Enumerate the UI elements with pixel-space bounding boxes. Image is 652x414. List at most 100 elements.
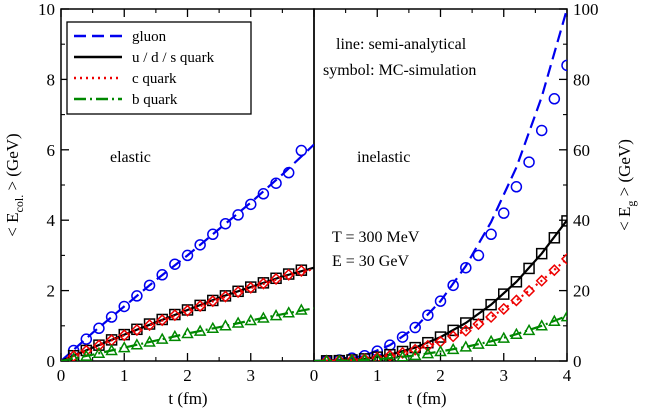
- right-c-quark-point: [447, 330, 460, 343]
- left-gluon-line: [61, 143, 314, 361]
- right-gluon-point: [535, 124, 548, 137]
- left-b-quark-point: [155, 332, 169, 344]
- left-gluon-point: [80, 333, 93, 345]
- right-plot-area: [314, 9, 567, 361]
- energy-label: E = 30 GeV: [332, 253, 409, 270]
- right-x-tick-label: 4: [563, 366, 572, 385]
- right-b-quark-point: [548, 314, 561, 326]
- left-gluon-point: [156, 269, 168, 281]
- left-b-quark-point: [92, 346, 106, 359]
- left-c-quark-point: [67, 350, 80, 361]
- legend-b-quark-label: b quark: [132, 92, 178, 108]
- right-u-d-s-quark-point: [498, 288, 510, 300]
- right-y-tick-label: 0: [573, 352, 582, 371]
- left-c-quark-point: [156, 314, 169, 327]
- right-c-quark-point: [358, 353, 371, 361]
- right-b-quark-point: [408, 348, 422, 361]
- left-gluon-point: [245, 198, 257, 211]
- right-b-quark-point: [522, 323, 536, 336]
- left-x-tick-label: 3: [247, 366, 256, 385]
- left-c-quark-point: [232, 285, 245, 299]
- left-y-tick-label: 8: [47, 70, 56, 89]
- left-y-tick-label: 4: [47, 211, 56, 230]
- right-x-tick-label: 1: [373, 366, 382, 385]
- right-u-d-s-quark-point: [523, 262, 535, 275]
- method-line-label: line: semi-analytical: [336, 36, 467, 53]
- right-b-quark-point: [446, 342, 460, 355]
- right-u-d-s-quark-point: [548, 232, 561, 244]
- right-b-quark-line: [314, 314, 567, 361]
- left-b-quark-point: [193, 324, 207, 336]
- right-u-d-s-quark-point: [434, 331, 447, 343]
- legend-u-d-s-quark-label: u / d / s quark: [132, 50, 215, 66]
- right-b-quark-point: [348, 353, 356, 361]
- left-gluon-point: [118, 300, 130, 313]
- left-c-quark-point: [295, 264, 308, 277]
- right-x-tick-label: 0: [310, 366, 319, 385]
- left-gluon-point: [282, 166, 295, 179]
- left-c-quark-point: [194, 300, 207, 313]
- right-b-quark-point: [434, 344, 447, 357]
- left-b-quark-point: [269, 309, 283, 321]
- right-gluon-point: [409, 321, 421, 334]
- right-gluon-point: [460, 261, 472, 274]
- right-b-quark-point: [335, 354, 344, 361]
- right-c-quark-point: [320, 354, 333, 361]
- right-gluon-point: [561, 59, 567, 72]
- left-gluon-point: [181, 249, 194, 262]
- right-b-quark-point: [472, 337, 485, 349]
- left-x-tick-label: 1: [120, 366, 129, 385]
- left-y-tick-label: 10: [38, 0, 55, 19]
- right-u-d-s-quark-point: [447, 324, 459, 337]
- right-b-quark-point: [360, 353, 369, 361]
- legend: gluon u / d / s quark c quark b quark: [66, 21, 252, 115]
- right-b-quark-point: [484, 334, 498, 347]
- left-gluon-point: [194, 239, 206, 251]
- left-x-tick-label: 2: [183, 366, 192, 385]
- left-b-quark-point: [219, 319, 232, 331]
- left-y-axis-title: < Ecol. > (GeV): [3, 133, 26, 236]
- left-c-quark-point: [219, 290, 232, 303]
- left-c-quark-point: [244, 281, 257, 294]
- left-b-quark-point: [231, 316, 245, 328]
- right-gluon-point: [548, 93, 561, 105]
- left-c-quark-point: [118, 329, 131, 342]
- left-x-axis-title: t (fm): [168, 389, 207, 408]
- right-u-d-s-quark-point: [510, 276, 523, 288]
- right-gluon-point: [396, 331, 409, 343]
- left-gluon-point: [93, 322, 105, 335]
- left-c-quark-point: [181, 304, 194, 317]
- left-b-quark-point: [130, 338, 144, 350]
- left-gluon-point: [295, 144, 308, 157]
- right-c-quark-point: [560, 252, 567, 265]
- right-u-d-s-quark-point: [460, 317, 472, 329]
- right-b-quark-point: [322, 354, 331, 361]
- left-c-quark-point: [257, 277, 270, 290]
- right-gluon-point: [434, 295, 447, 307]
- right-y-axis-title: < Eg > (GeV): [615, 139, 638, 231]
- right-u-d-s-quark-point: [409, 341, 421, 354]
- right-c-quark-point: [409, 343, 422, 356]
- right-b-quark-point: [459, 340, 473, 352]
- legend-c-quark-label: c quark: [132, 71, 177, 87]
- right-c-quark-point: [333, 354, 346, 361]
- left-y-tick-label: 2: [47, 282, 56, 301]
- temperature-label: T = 300 MeV: [332, 229, 420, 246]
- left-c-quark-point: [269, 272, 283, 286]
- left-c-quark-point: [206, 295, 219, 308]
- right-gluon-point: [485, 228, 497, 241]
- left-b-quark-point: [143, 335, 156, 347]
- left-b-quark-point: [68, 351, 79, 361]
- right-c-quark-point: [383, 349, 396, 361]
- left-c-quark-point: [143, 319, 156, 332]
- left-b-quark-point: [105, 343, 118, 356]
- left-gluon-point: [207, 228, 219, 241]
- elastic-label: elastic: [110, 149, 151, 166]
- left-b-quark-point: [117, 341, 131, 353]
- right-c-quark-point: [472, 317, 485, 331]
- right-b-quark-point: [510, 327, 523, 339]
- right-c-quark-point: [371, 351, 384, 361]
- left-c-quark-point: [130, 323, 143, 337]
